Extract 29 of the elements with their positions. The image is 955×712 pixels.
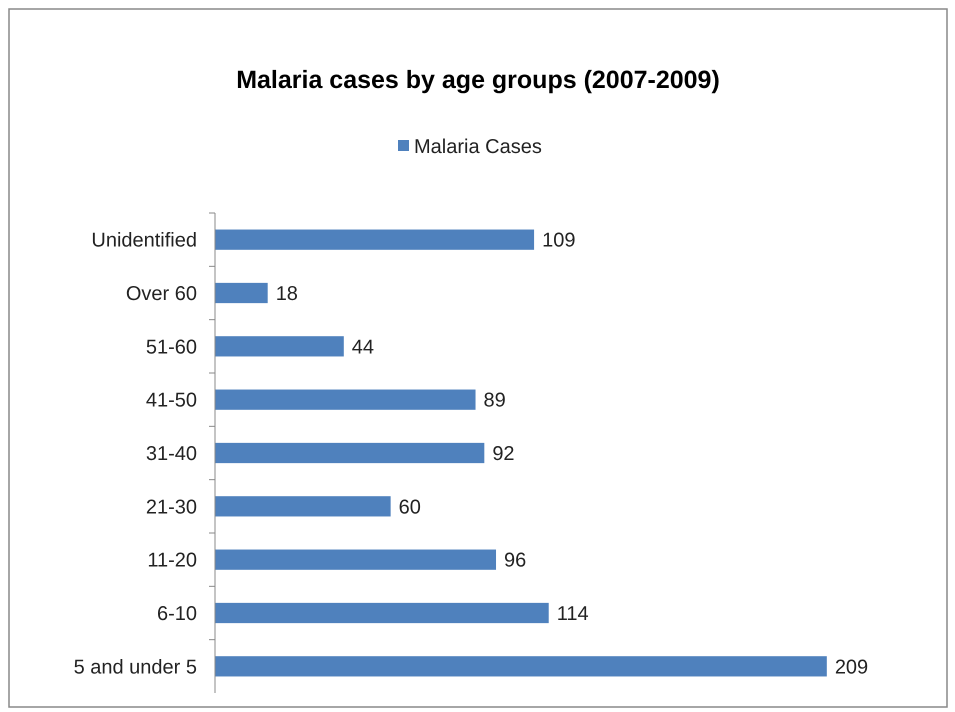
- y-tick-label: 31-40: [146, 443, 197, 465]
- bar: [215, 550, 496, 570]
- bar: [215, 496, 391, 516]
- data-label: 92: [492, 443, 515, 465]
- bar: [215, 442, 484, 464]
- data-label: 18: [276, 283, 298, 305]
- bar: [215, 230, 534, 250]
- data-label: 96: [504, 550, 526, 572]
- y-tick-label: 5 and under 5: [74, 656, 197, 678]
- bar: [215, 282, 268, 304]
- y-tick-label: Over 60: [126, 283, 197, 305]
- data-label: 44: [352, 336, 374, 358]
- y-tick-label: Unidentified: [91, 230, 197, 252]
- bar: [215, 336, 344, 356]
- data-label: 89: [484, 390, 506, 412]
- y-tick-label: 51-60: [146, 336, 197, 358]
- data-label: 114: [556, 603, 589, 625]
- bar: [215, 390, 476, 410]
- y-tick-label: 11-20: [147, 550, 197, 572]
- y-tick-label: 41-50: [146, 390, 197, 412]
- data-label: 209: [834, 656, 868, 678]
- y-tick-label: 6-10: [156, 603, 197, 625]
- bar: [215, 656, 827, 676]
- bar: [215, 602, 549, 624]
- chart-title: Malaria cases by age groups (2007-2009): [236, 66, 720, 94]
- y-tick-label: 21-30: [146, 496, 197, 518]
- data-label: 60: [398, 496, 421, 518]
- data-label: 109: [542, 230, 576, 252]
- legend-label: Malaria Cases: [414, 136, 542, 158]
